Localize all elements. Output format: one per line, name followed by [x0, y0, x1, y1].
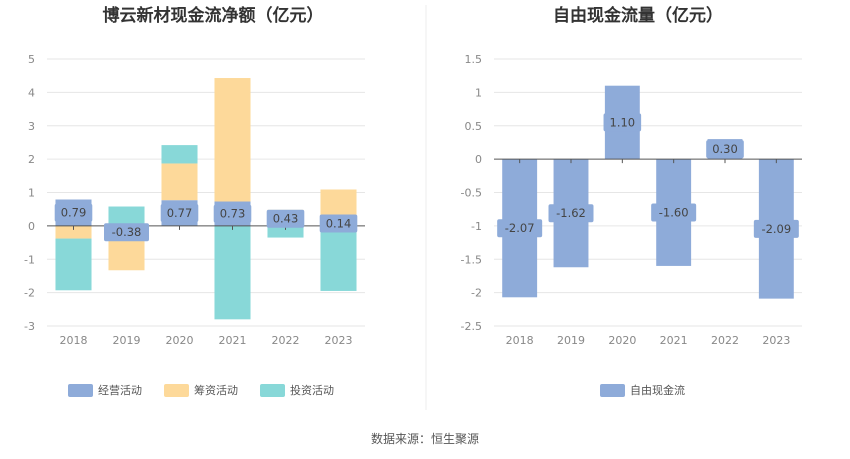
y-tick-label: -0.5 — [461, 187, 482, 200]
y-tick-label: -1.5 — [461, 253, 482, 266]
legend-item-0: 经营活动 — [68, 383, 142, 397]
data-label-box — [160, 204, 199, 223]
x-tick-label: 2018 — [506, 334, 534, 347]
data-label: -1.60 — [659, 206, 689, 220]
legend-label: 经营活动 — [98, 383, 142, 397]
data-label: 0.73 — [220, 207, 246, 221]
legend-item-2: 投资活动 — [260, 383, 334, 397]
legend-swatch — [68, 384, 93, 397]
x-tick-label: 2022 — [711, 334, 739, 347]
bar-2022-series-2 — [267, 225, 304, 238]
y-tick-label: 2 — [28, 153, 35, 166]
legend-swatch — [260, 384, 285, 397]
y-tick-label: 1 — [28, 187, 35, 200]
x-tick-label: 2019 — [113, 334, 141, 347]
left-chart-title: 博云新材现金流净额（亿元） — [103, 5, 324, 26]
data-label-box — [548, 204, 594, 223]
x-tick-label: 2023 — [325, 334, 353, 347]
bar-2021-series-1 — [214, 78, 251, 202]
bar-2018-series-1 — [55, 225, 92, 239]
data-label-box — [213, 204, 252, 223]
data-source: 数据来源：恒生聚源 — [371, 431, 479, 446]
x-tick-label: 2023 — [762, 334, 790, 347]
legend-label: 投资活动 — [290, 383, 334, 397]
data-label: 0.79 — [61, 206, 87, 220]
data-label: 0.43 — [273, 212, 299, 226]
legend-swatch — [600, 384, 625, 397]
data-label: -2.09 — [761, 222, 791, 236]
y-tick-label: 0 — [28, 220, 35, 233]
legend-swatch — [164, 384, 189, 397]
y-tick-label: 3 — [28, 120, 35, 133]
y-tick-label: 0.5 — [465, 120, 483, 133]
left-chart: 博云新材现金流净额（亿元） 5 4 3 2 1 0 -1 -2 -3 0.79 -0.38 0.77 0… — [24, 5, 365, 397]
y-tick-label: -2 — [471, 287, 482, 300]
y-tick-label: -1 — [24, 253, 35, 266]
data-label-box — [266, 209, 305, 228]
data-label: -2.07 — [505, 221, 535, 235]
data-label: -1.62 — [556, 206, 586, 220]
y-tick-label: -2.5 — [461, 320, 482, 333]
data-label: -0.38 — [112, 225, 142, 239]
y-tick-label: -2 — [24, 287, 35, 300]
data-label: 0.30 — [712, 142, 738, 156]
data-label-box — [54, 203, 93, 222]
x-tick-label: 2018 — [60, 334, 88, 347]
bar-2020-series-1 — [161, 163, 198, 201]
y-tick-label: -1 — [471, 220, 482, 233]
data-label-box — [706, 140, 744, 159]
x-tick-label: 2019 — [557, 334, 585, 347]
bar-2020-series-2 — [161, 145, 198, 164]
bar-2021-series-2 — [214, 225, 251, 320]
y-tick-label: -3 — [24, 320, 35, 333]
y-tick-label: 5 — [28, 53, 35, 66]
bar-2018-series-2 — [55, 238, 92, 291]
right-chart-title: 自由现金流量（亿元） — [553, 5, 723, 26]
y-tick-label: 1.5 — [465, 53, 483, 66]
data-label-box — [603, 113, 642, 132]
legend-item-1: 筹资活动 — [164, 383, 238, 397]
x-tick-label: 2021 — [660, 334, 688, 347]
y-tick-label: 4 — [28, 86, 35, 99]
bar-2019-series-2 — [108, 206, 145, 226]
right-chart: 自由现金流量（亿元） 1.5 1 0.5 0 -0.5 -1 -1.5 -2 -2.5 -2.07… — [461, 5, 802, 397]
y-tick-label: 1 — [475, 86, 482, 99]
legend-item-0: 自由现金流 — [600, 383, 685, 397]
data-label: 1.10 — [610, 115, 636, 129]
legend-label: 自由现金流 — [630, 383, 685, 397]
data-label: 0.77 — [167, 206, 193, 220]
data-label-box — [319, 214, 358, 233]
bar-2023-series-2 — [320, 225, 357, 291]
data-label: 0.14 — [326, 217, 352, 231]
legend-label: 筹资活动 — [194, 383, 238, 397]
x-tick-label: 2021 — [219, 334, 247, 347]
y-tick-label: 0 — [475, 153, 482, 166]
data-label-box — [104, 223, 149, 242]
bar-2019-series-1 — [108, 238, 145, 271]
x-tick-label: 2020 — [608, 334, 636, 347]
data-label-box — [753, 219, 799, 238]
data-label-box — [497, 219, 543, 238]
data-label-box — [651, 203, 697, 222]
x-tick-label: 2020 — [166, 334, 194, 347]
x-tick-label: 2022 — [272, 334, 300, 347]
